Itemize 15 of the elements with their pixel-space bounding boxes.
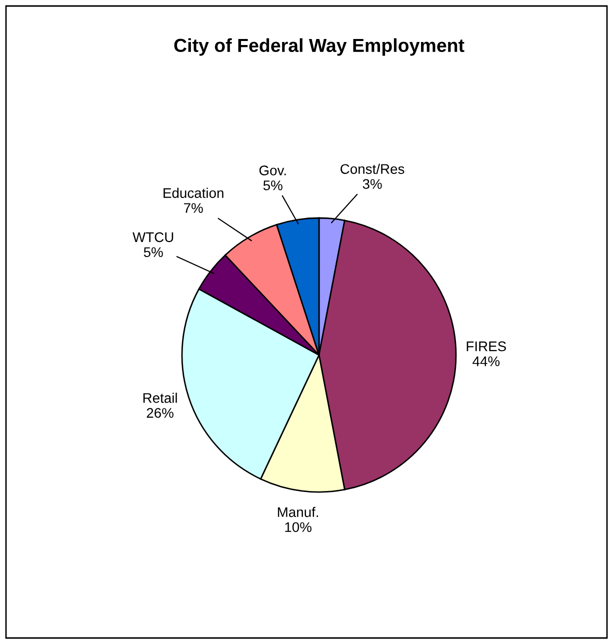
- slice-label: Retail: [143, 392, 177, 403]
- slice-label: Gov.: [259, 166, 286, 176]
- chart-title: City of Federal Way Employment: [174, 38, 464, 56]
- slice-label: WTCU: [132, 232, 174, 242]
- slice-label: Const/Res: [340, 164, 404, 174]
- data-label: 10%: [285, 522, 312, 532]
- slice-label: Education: [164, 188, 224, 198]
- slice-label: FIRES: [466, 341, 506, 352]
- data-label: 7%: [184, 203, 203, 213]
- data-label: 5%: [144, 247, 163, 258]
- data-label: 26%: [146, 408, 174, 418]
- data-label: 44%: [472, 356, 500, 366]
- slice-label: Manuf.: [278, 506, 318, 518]
- data-label: 3%: [362, 179, 382, 189]
- data-label: 5%: [263, 180, 282, 190]
